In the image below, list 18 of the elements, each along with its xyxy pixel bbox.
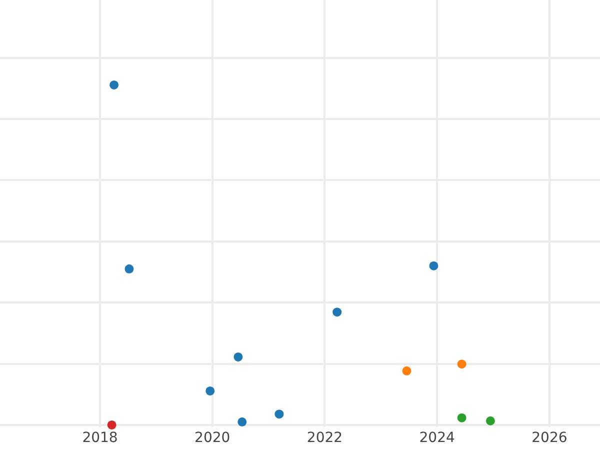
x-tick-label: 2026 <box>532 430 568 446</box>
point <box>402 366 412 376</box>
point <box>332 308 342 317</box>
point <box>110 80 119 90</box>
point <box>274 410 284 419</box>
x-tick-label: 2022 <box>306 430 343 446</box>
point <box>124 264 134 274</box>
point <box>429 261 438 270</box>
point <box>206 386 215 396</box>
point <box>234 352 243 362</box>
point <box>457 413 466 422</box>
x-tick-label: 2020 <box>194 430 230 446</box>
x-tick-label: 2018 <box>82 430 118 446</box>
point <box>457 360 466 369</box>
point <box>107 420 116 430</box>
x-tick-label: 2024 <box>419 430 455 446</box>
point <box>486 416 495 426</box>
point <box>238 417 247 426</box>
